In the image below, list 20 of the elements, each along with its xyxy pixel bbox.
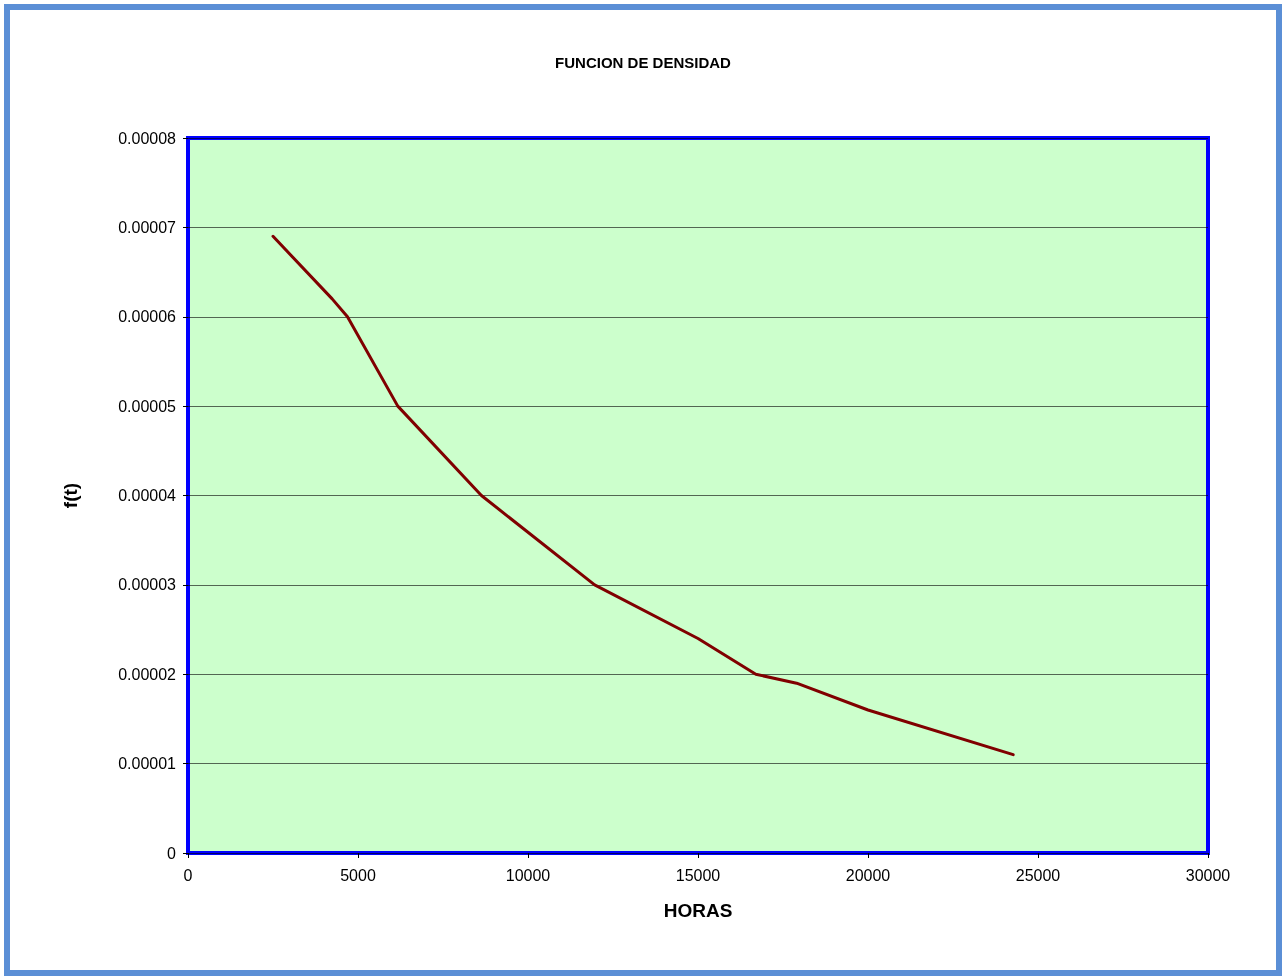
- line-series: [271, 234, 1015, 757]
- x-tick-label: 30000: [1185, 866, 1231, 884]
- y-tick-label: 0.00002: [118, 665, 177, 683]
- x-tick-label: 10000: [505, 866, 551, 884]
- y-tick-label: 0.00001: [118, 755, 177, 773]
- x-tick-label: 0: [183, 866, 193, 884]
- x-tick-label: 15000: [675, 866, 721, 884]
- chart-title: FUNCION DE DENSIDAD: [555, 54, 732, 71]
- y-tick-label: 0.00008: [118, 129, 177, 147]
- y-tick-label: 0.00007: [118, 218, 177, 236]
- y-tick-label: 0: [167, 844, 177, 862]
- x-tick-label: 20000: [845, 866, 891, 884]
- y-axis-title: f(t): [60, 482, 81, 509]
- x-tick-label: 5000: [340, 866, 376, 884]
- y-tick-label: 0.00005: [118, 397, 177, 415]
- x-tick-label: 25000: [1015, 866, 1061, 884]
- y-tick-label: 0.00004: [118, 487, 177, 504]
- x-axis-title: HORAS: [663, 900, 733, 921]
- y-tick-label: 0.00006: [118, 308, 177, 326]
- y-tick-label: 0.00003: [118, 576, 177, 594]
